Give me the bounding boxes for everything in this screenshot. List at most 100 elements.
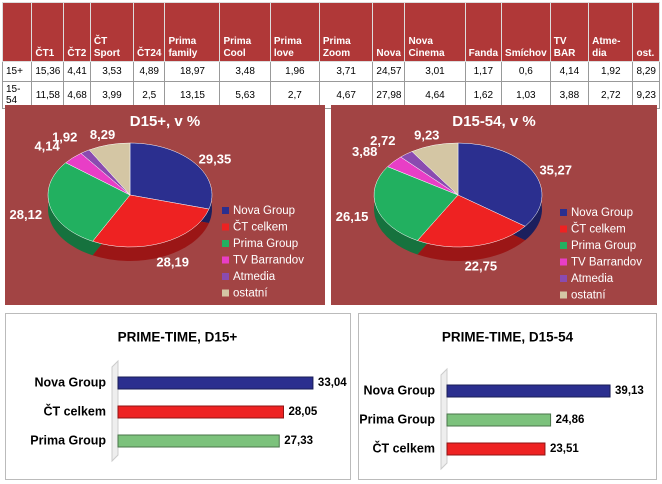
legend-label: Nova Group xyxy=(233,205,295,217)
value-label: 35,27 xyxy=(539,162,572,177)
legend-swatch xyxy=(560,258,567,266)
bar-panel xyxy=(5,313,351,480)
table-cell: 4,68 xyxy=(63,81,91,109)
column-header: ČT2 xyxy=(63,2,91,62)
legend-label: ČT celkem xyxy=(571,223,626,236)
value-label: 29,35 xyxy=(199,152,232,167)
table-row: 15+ 15,36 4,41 3,53 4,89 18,97 3,48 1,96 3,71 24,… xyxy=(1,61,660,82)
category-label: Nova Group xyxy=(363,383,435,397)
column-header: Nova xyxy=(372,2,406,62)
legend-swatch xyxy=(560,225,567,233)
chart-title: PRIME-TIME, D15-54 xyxy=(442,330,574,345)
column-header: Prima Zoom xyxy=(318,2,374,62)
row-label: 15-54 xyxy=(1,81,33,109)
slice xyxy=(92,194,210,248)
legend-swatch xyxy=(222,240,229,247)
value-label: 26,15 xyxy=(336,209,369,224)
table-cell: 1,62 xyxy=(464,81,503,109)
table-cell: 2,7 xyxy=(269,81,320,109)
column-header: Prima family xyxy=(164,2,221,62)
value-label: 3,88 xyxy=(352,144,377,159)
table-cell: 3,88 xyxy=(549,81,590,109)
legend-label: Nova Group xyxy=(571,207,633,219)
legend-swatch xyxy=(222,273,229,280)
slice xyxy=(88,142,131,196)
header-row: ČT1 ČT2 ČT Sport ČT24 Prima family Prima Cool… xyxy=(1,2,660,62)
category-label: Prima Group xyxy=(359,412,435,426)
slice xyxy=(457,142,543,227)
legend-label: Prima Group xyxy=(233,238,298,250)
corner-cell xyxy=(1,2,33,62)
plot-wall xyxy=(440,367,448,471)
category-label: ČT celkem xyxy=(43,403,106,418)
category-label: Prima Group xyxy=(30,433,106,447)
bar xyxy=(117,434,280,448)
chart-title: D15-54, v % xyxy=(452,113,535,130)
value-label: 1,92 xyxy=(52,129,77,144)
table-cell: 9,23 xyxy=(632,81,660,109)
value-label: 27,33 xyxy=(284,435,313,447)
legend-swatch xyxy=(222,289,229,297)
legend-swatch xyxy=(560,209,567,216)
table-cell: 13,15 xyxy=(164,81,221,109)
table-cell: 3,99 xyxy=(89,81,135,109)
legend-label: Atmedia xyxy=(571,273,614,285)
bar xyxy=(446,442,546,456)
category-label: ČT celkem xyxy=(372,440,435,455)
table-row: 15-54 11,58 4,68 3,99 2,5 13,15 5,63 2,7 4,67 27,… xyxy=(1,81,660,109)
legend-label: ostatní xyxy=(233,288,268,300)
value-label: 39,13 xyxy=(615,385,644,397)
slice xyxy=(411,142,459,196)
table-cell: 5,63 xyxy=(219,81,271,109)
table-body: 15+ 15,36 4,41 3,53 4,89 18,97 3,48 1,96 3,71 24,… xyxy=(1,61,660,109)
table-cell: 1,96 xyxy=(269,61,320,82)
legend-swatch xyxy=(222,223,229,231)
chart-title: D15+, v % xyxy=(130,113,200,130)
legend-swatch xyxy=(560,291,567,299)
ratings-table: ČT1 ČT2 ČT Sport ČT24 Prima family Prima Cool… xyxy=(1,2,660,109)
legend-swatch xyxy=(222,207,229,214)
value-label: 22,75 xyxy=(465,259,498,274)
category-label: Nova Group xyxy=(34,375,106,389)
value-label: 24,86 xyxy=(556,414,585,426)
legend-label: Atmedia xyxy=(233,271,276,283)
column-header: Prima Cool xyxy=(219,2,271,62)
value-label: 23,51 xyxy=(550,443,579,455)
legend-swatch xyxy=(560,242,567,249)
column-header: Atme-dia xyxy=(588,2,634,62)
bar xyxy=(446,413,552,427)
legend-label: TV Barrandov xyxy=(571,257,642,269)
slice xyxy=(373,166,459,241)
legend-label: ostatní xyxy=(571,290,606,302)
value-label: 2,72 xyxy=(370,133,395,148)
column-header: ČT24 xyxy=(132,2,166,62)
value-label: 28,05 xyxy=(288,406,317,418)
chart-title: PRIME-TIME, D15+ xyxy=(118,330,238,345)
value-label: 28,12 xyxy=(10,207,43,222)
legend-label: Prima Group xyxy=(571,240,636,252)
slice xyxy=(47,162,131,242)
legend-label: TV Barrandov xyxy=(233,255,304,267)
slice xyxy=(417,194,526,248)
table-cell: 2,72 xyxy=(588,81,634,109)
legend-swatch xyxy=(560,275,567,282)
column-header: Nova Cinema xyxy=(404,2,466,62)
value-label: 9,23 xyxy=(414,128,439,143)
bar xyxy=(446,384,611,398)
table-cell: 1,03 xyxy=(501,81,551,109)
bar xyxy=(117,405,284,419)
value-label: 28,19 xyxy=(156,254,189,269)
slice xyxy=(129,142,213,210)
bar xyxy=(117,376,314,390)
value-label: 4,14 xyxy=(34,138,60,153)
legend-swatch xyxy=(222,256,229,264)
column-header: TV BAR xyxy=(549,2,590,62)
column-header: Smíchov xyxy=(501,2,551,62)
column-header: Fanda xyxy=(464,2,503,62)
legend-label: ČT celkem xyxy=(233,221,288,234)
value-label: 33,04 xyxy=(318,377,347,389)
column-header: ost. xyxy=(632,2,660,62)
value-label: 8,29 xyxy=(90,127,115,142)
